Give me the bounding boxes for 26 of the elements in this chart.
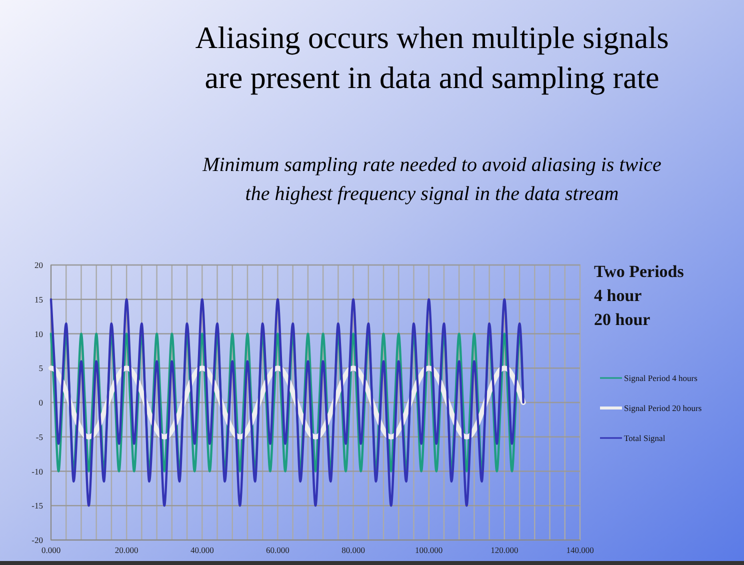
x-tick-label: 140.000 [566, 545, 594, 555]
legend-label: Signal Period 4 hours [624, 373, 698, 383]
y-tick-label: -20 [32, 535, 43, 545]
y-tick-label: -10 [32, 466, 43, 476]
text: 4 hour [594, 286, 642, 305]
x-tick-label: 40.000 [190, 545, 214, 555]
x-tick-label: 80.000 [342, 545, 365, 555]
x-tick-label: 20.000 [114, 545, 138, 555]
y-tick-label: -15 [32, 500, 43, 511]
y-tick-label: 0 [38, 398, 43, 408]
text: Two Periods [594, 262, 684, 281]
x-tick-label: 0.000 [41, 545, 61, 555]
y-tick-label: 15 [34, 294, 43, 304]
x-tick-label: 60.000 [266, 545, 290, 555]
legend-label: Signal Period 20 hours [624, 403, 702, 413]
line-series [50, 298, 524, 507]
y-tick-label: 20 [34, 260, 43, 270]
text: 20 hour [594, 310, 651, 329]
x-tick-label: 100.000 [415, 545, 443, 555]
chart-title: Aliasing occurs when multiple signals are present in data and sampling rate [195, 20, 669, 95]
y-tick-label: 10 [34, 328, 43, 339]
legend-label: Total Signal [624, 433, 666, 443]
x-tick-label: 120.000 [490, 545, 518, 555]
y-tick-label: 5 [38, 363, 43, 374]
chart-subtitle: Minimum sampling rate needed to avoid aliasing is twice the highest frequency signal in the data stream [202, 154, 662, 205]
y-tick-label: -5 [36, 432, 43, 442]
